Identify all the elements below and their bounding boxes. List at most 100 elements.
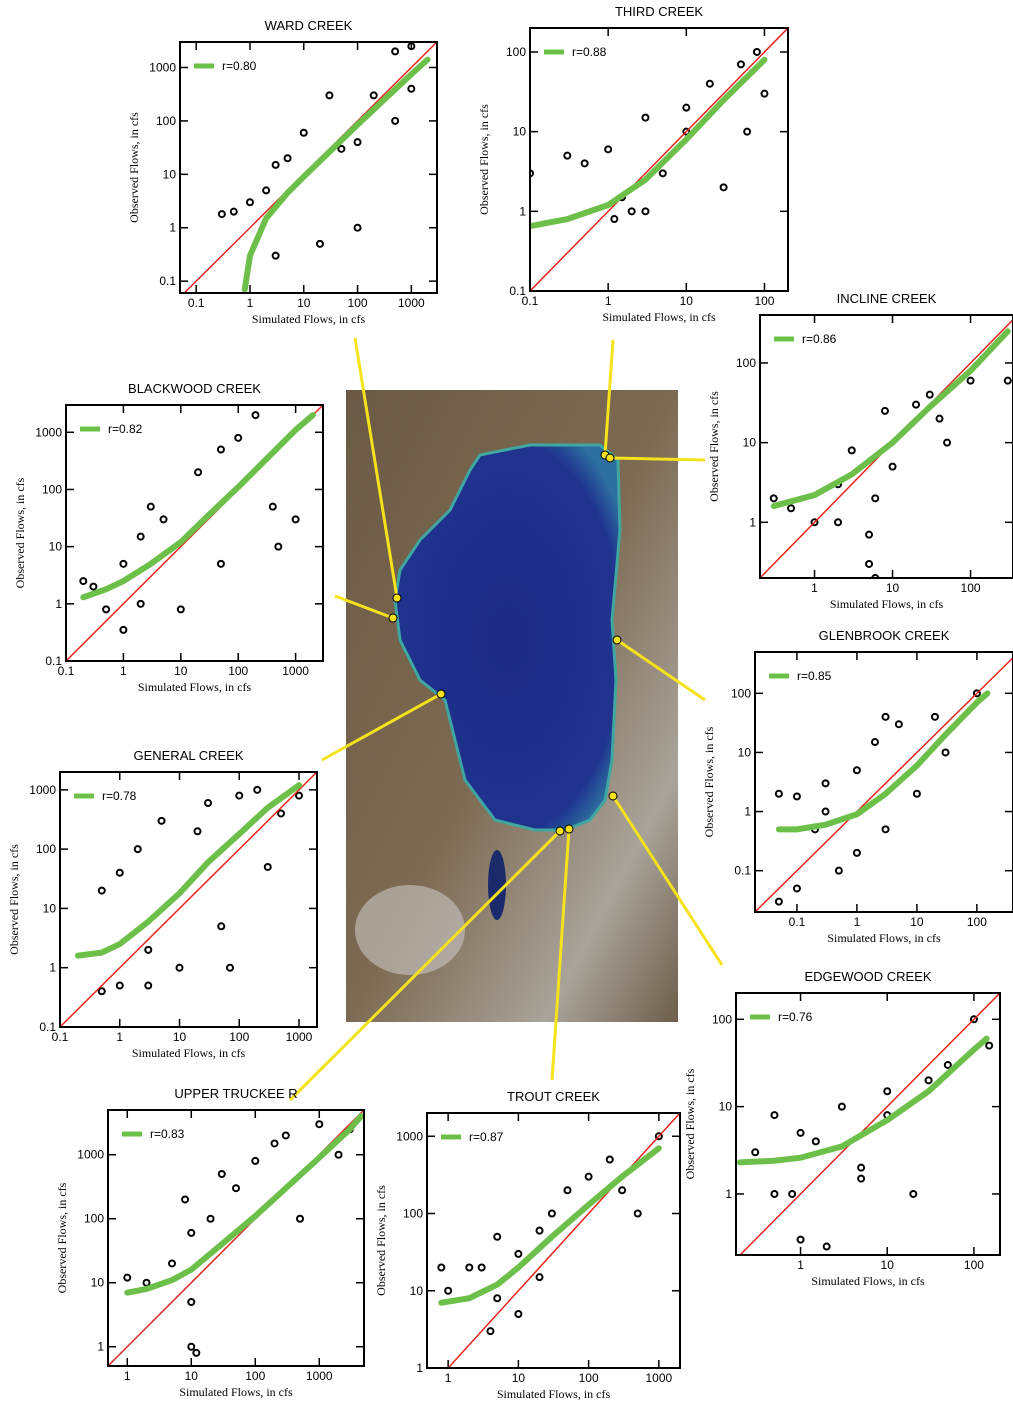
- x-tick-label: 1: [116, 1030, 123, 1044]
- y-tick-label: 1: [725, 1187, 732, 1201]
- legend-label: r=0.86: [802, 332, 837, 346]
- y-axis-label: Observed Flows, in cfs: [55, 1182, 69, 1293]
- x-tick-label: 100: [229, 1030, 249, 1044]
- x-tick-label: 10: [173, 1030, 187, 1044]
- x-tick-label: 100: [964, 1258, 984, 1272]
- x-tick-label: 1000: [398, 296, 425, 310]
- y-tick-label: 10: [43, 901, 57, 915]
- y-tick-label: 10: [513, 125, 527, 139]
- chart: BLACKWOOD CREEK Simulated Flows, in cfs Ob…: [13, 381, 323, 694]
- y-tick-label: 1: [416, 1361, 423, 1375]
- gauge-dot: [393, 594, 401, 602]
- y-tick-label: 1000: [396, 1129, 423, 1143]
- x-tick-label: 10: [886, 581, 900, 595]
- y-tick-label: 10: [719, 1100, 733, 1114]
- chart-title: TROUT CREEK: [507, 1089, 600, 1104]
- legend-label: r=0.88: [572, 45, 607, 59]
- legend-label: r=0.76: [778, 1010, 813, 1024]
- chart: UPPER TRUCKEE RSimulated Flows, in cfsOb…: [55, 1086, 364, 1399]
- x-axis-label: Simulated Flows, in cfs: [132, 1046, 246, 1060]
- gauge-dot: [437, 690, 445, 698]
- y-tick-label: 100: [156, 114, 176, 128]
- x-tick-label: 10: [910, 915, 924, 929]
- x-tick-label: 10: [512, 1371, 526, 1385]
- x-axis-label: Simulated Flows, in cfs: [602, 310, 716, 324]
- gauge-dot: [389, 614, 397, 622]
- legend-label: r=0.85: [797, 669, 832, 683]
- legend-label: r=0.80: [222, 59, 257, 73]
- y-tick-label: 10: [91, 1276, 105, 1290]
- x-tick-label: 1: [445, 1371, 452, 1385]
- chart-title: BLACKWOOD CREEK: [128, 381, 261, 396]
- x-tick-label: 10: [881, 1258, 895, 1272]
- x-tick-label: 1000: [282, 664, 309, 678]
- y-tick-label: 1000: [35, 425, 62, 439]
- chart: THIRD CREEKSimulated Flows, in cfsObserv…: [477, 4, 788, 324]
- chart-title: GENERAL CREEK: [133, 748, 243, 763]
- x-tick-label: 1: [605, 294, 612, 308]
- y-tick-label: 100: [42, 482, 62, 496]
- y-axis-label: Observed Flows, in cfs: [707, 391, 721, 502]
- y-tick-label: 100: [712, 1012, 732, 1026]
- y-tick-label: 1: [169, 221, 176, 235]
- y-tick-label: 1: [749, 515, 756, 529]
- legend-label: r=0.78: [102, 789, 137, 803]
- x-axis-label: Simulated Flows, in cfs: [138, 680, 252, 694]
- y-tick-label: 1000: [149, 60, 176, 74]
- x-axis-label: Simulated Flows, in cfs: [497, 1387, 611, 1401]
- x-tick-label: 0.1: [789, 915, 806, 929]
- y-tick-label: 0.1: [509, 284, 526, 298]
- chart: TROUT CREEK Simulated Flows, in cfs Observ…: [374, 1089, 680, 1401]
- page: WARD CREEK Simulated Flows, in cfs Observe…: [0, 0, 1013, 1404]
- x-tick-label: 10: [185, 1369, 199, 1383]
- gauge-dot: [556, 827, 564, 835]
- x-tick-label: 100: [348, 296, 368, 310]
- small-lake: [488, 850, 506, 920]
- y-axis-label: Observed Flows, in cfs: [7, 844, 21, 955]
- y-tick-label: 10: [738, 745, 752, 759]
- x-tick-label: 100: [754, 294, 774, 308]
- chart-title: THIRD CREEK: [615, 4, 703, 19]
- x-axis-label: Simulated Flows, in cfs: [252, 312, 366, 326]
- gauge-dot: [606, 454, 614, 462]
- y-tick-label: 1: [519, 204, 526, 218]
- x-axis-label: Simulated Flows, in cfs: [827, 931, 941, 945]
- x-tick-label: 1: [797, 1258, 804, 1272]
- figure: WARD CREEK Simulated Flows, in cfs Observe…: [0, 0, 1013, 1404]
- y-tick-label: 1000: [77, 1148, 104, 1162]
- x-tick-label: 1000: [306, 1369, 333, 1383]
- y-tick-label: 1: [97, 1340, 104, 1354]
- chart-title: EDGEWOOD CREEK: [804, 969, 931, 984]
- x-tick-label: 1000: [646, 1371, 673, 1385]
- y-tick-label: 0.1: [39, 1020, 56, 1034]
- y-tick-label: 1: [55, 597, 62, 611]
- x-axis-label: Simulated Flows, in cfs: [179, 1385, 293, 1399]
- legend-label: r=0.83: [150, 1127, 185, 1141]
- x-tick-label: 10: [297, 296, 311, 310]
- x-tick-label: 1: [854, 915, 861, 929]
- y-tick-label: 100: [403, 1207, 423, 1221]
- chart-title: WARD CREEK: [265, 18, 353, 33]
- x-tick-label: 100: [228, 664, 248, 678]
- x-tick-label: 1: [124, 1369, 131, 1383]
- x-axis-label: Simulated Flows, in cfs: [830, 597, 944, 611]
- x-tick-label: 100: [961, 581, 981, 595]
- gauge-dot: [565, 825, 573, 833]
- y-tick-label: 0.1: [734, 864, 751, 878]
- x-tick-label: 1: [247, 296, 254, 310]
- chart-title: INCLINE CREEK: [837, 291, 937, 306]
- x-tick-label: 10: [174, 664, 188, 678]
- y-tick-label: 10: [410, 1284, 424, 1298]
- y-axis-label: Observed Flows, in cfs: [374, 1185, 388, 1296]
- y-tick-label: 100: [731, 686, 751, 700]
- y-tick-label: 100: [36, 842, 56, 856]
- gauge-dot: [609, 792, 617, 800]
- y-tick-label: 0.1: [159, 274, 176, 288]
- y-tick-label: 10: [743, 436, 757, 450]
- y-axis-label: Observed Flows, in cfs: [13, 477, 27, 588]
- y-axis-label: Observed Flows, in cfs: [683, 1068, 697, 1179]
- y-tick-label: 100: [84, 1212, 104, 1226]
- snow: [355, 885, 465, 975]
